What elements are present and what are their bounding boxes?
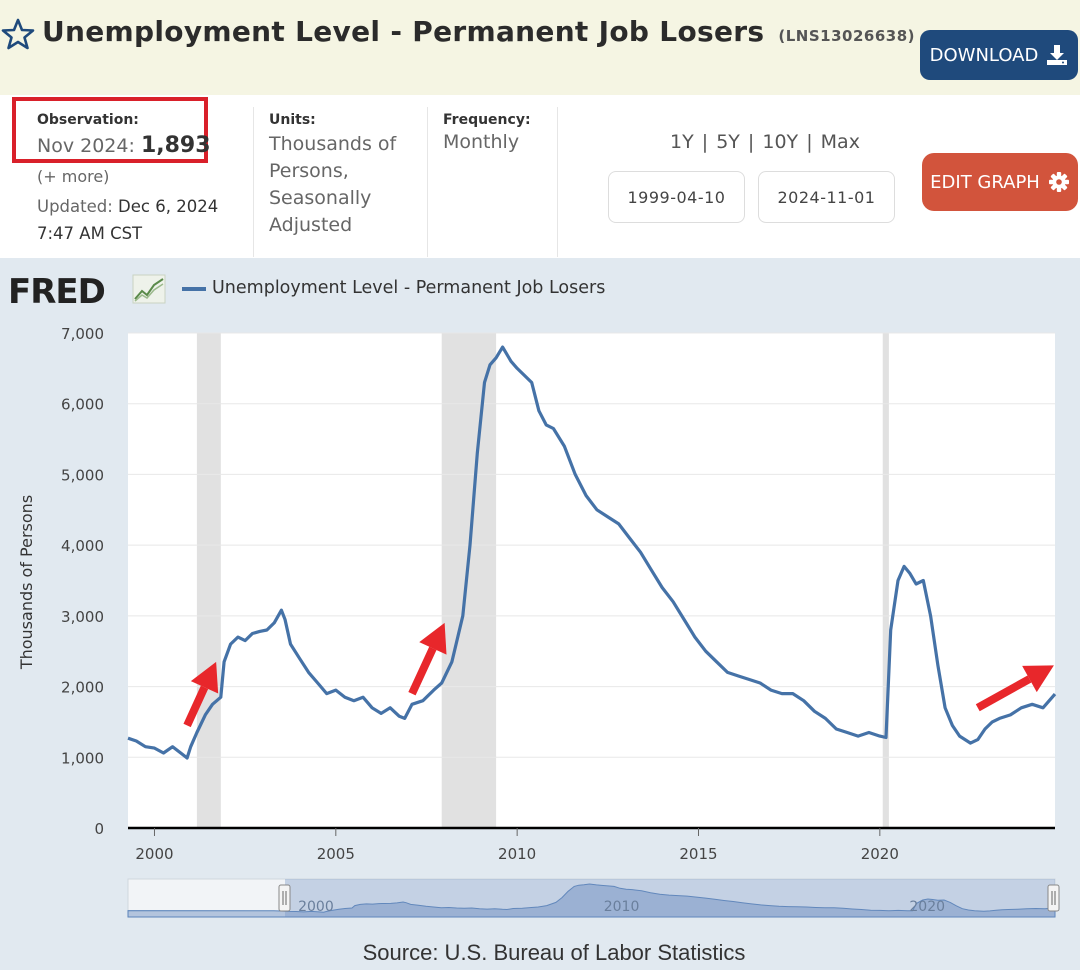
observation-date: Nov 2024: <box>37 135 135 157</box>
annotation-arrow <box>183 661 219 728</box>
range-navigator[interactable]: 2000 2010 2020 <box>0 872 1080 932</box>
plot-background <box>128 333 1055 828</box>
edit-graph-button[interactable]: EDIT GRAPH <box>922 153 1078 211</box>
x-tick-label: 2020 <box>861 845 899 863</box>
y-tick-label: 5,000 <box>61 466 104 484</box>
units-label: Units: <box>269 112 316 128</box>
divider <box>253 107 254 257</box>
y-axis-label: Thousands of Persons <box>17 495 36 670</box>
navigator-selection[interactable] <box>285 879 1055 917</box>
divider <box>427 107 428 257</box>
range-10y-link[interactable]: 10Y <box>762 131 799 153</box>
x-tick-label: 2005 <box>317 845 355 863</box>
series-meta: Observation: Nov 2024: 1,893 (+ more) Up… <box>0 95 1080 258</box>
end-date-input[interactable]: 2024-11-01 <box>758 171 895 223</box>
navigator-area <box>127 883 1056 918</box>
y-tick-label: 3,000 <box>61 608 104 626</box>
x-tick-label: 2000 <box>135 845 173 863</box>
download-icon <box>1047 45 1068 65</box>
gear-icon <box>1048 172 1069 192</box>
navigator-tick-label: 2020 <box>909 899 945 915</box>
updated-label: Updated: <box>37 197 113 216</box>
more-link[interactable]: (+ more) <box>37 167 110 186</box>
start-date-input[interactable]: 1999-04-10 <box>608 171 745 223</box>
fred-logo-text: FRED <box>8 272 106 312</box>
units-value: Thousands of Persons, Seasonally Adjuste… <box>269 133 397 236</box>
y-tick-label: 0 <box>94 820 104 838</box>
range-max-link[interactable]: Max <box>820 131 860 153</box>
updated-time: 7:47 AM CST <box>37 224 143 243</box>
frequency-label: Frequency: <box>443 112 531 128</box>
updated-info: Updated: Dec 6, 2024 7:47 AM CST <box>37 193 247 247</box>
line-chart: 0 1,000 2,000 3,000 4,000 5,000 6,000 7,000 200… <box>17 325 1057 863</box>
recession-band <box>196 333 221 828</box>
star-icon[interactable] <box>0 16 36 52</box>
frequency-value: Monthly <box>443 131 520 153</box>
range-1y-link[interactable]: 1Y <box>670 131 694 153</box>
observation-value: Nov 2024: 1,893 <box>37 133 211 158</box>
recession-band <box>441 333 497 828</box>
navigator-left-handle[interactable] <box>278 884 291 912</box>
observation-highlight-box <box>12 97 208 163</box>
fred-chart-icon <box>132 274 166 304</box>
observation-label: Observation: <box>37 112 139 128</box>
navigator-right-handle[interactable] <box>1047 884 1060 912</box>
y-tick-label: 6,000 <box>61 396 104 414</box>
series-title: Unemployment Level - Permanent Job Loser… <box>42 15 765 48</box>
legend-swatch <box>182 287 206 291</box>
navigator-tick-label: 2010 <box>604 899 640 915</box>
series-id: (LNS13026638) <box>778 27 916 45</box>
annotation-arrow <box>975 665 1054 712</box>
y-tick-label: 2,000 <box>61 679 104 697</box>
source-note: Source: U.S. Bureau of Labor Statistics <box>362 940 746 965</box>
series-header: Unemployment Level - Permanent Job Loser… <box>0 0 1080 95</box>
series-line <box>127 345 1057 760</box>
annotation-arrow <box>408 622 447 696</box>
legend-label: Unemployment Level - Permanent Job Loser… <box>212 278 606 298</box>
page-title: Unemployment Level - Permanent Job Loser… <box>42 15 915 48</box>
y-tick-label: 4,000 <box>61 537 104 555</box>
x-tick-label: 2010 <box>498 845 536 863</box>
range-selector: 1Y | 5Y | 10Y | Max <box>670 131 860 153</box>
observation-number: 1,893 <box>140 133 211 158</box>
navigator-tick-label: 2000 <box>298 899 334 915</box>
updated-date: Dec 6, 2024 <box>118 197 219 216</box>
divider <box>557 107 558 257</box>
fred-logo: FRED <box>8 272 106 312</box>
x-tick-label: 2015 <box>679 845 717 863</box>
range-5y-link[interactable]: 5Y <box>716 131 740 153</box>
y-tick-label: 1,000 <box>61 749 104 767</box>
y-tick-label: 7,000 <box>61 325 104 343</box>
download-button[interactable]: DOWNLOAD <box>920 30 1078 80</box>
download-label: DOWNLOAD <box>929 44 1039 66</box>
edit-graph-label: EDIT GRAPH <box>930 171 1040 193</box>
recession-band <box>882 333 889 828</box>
